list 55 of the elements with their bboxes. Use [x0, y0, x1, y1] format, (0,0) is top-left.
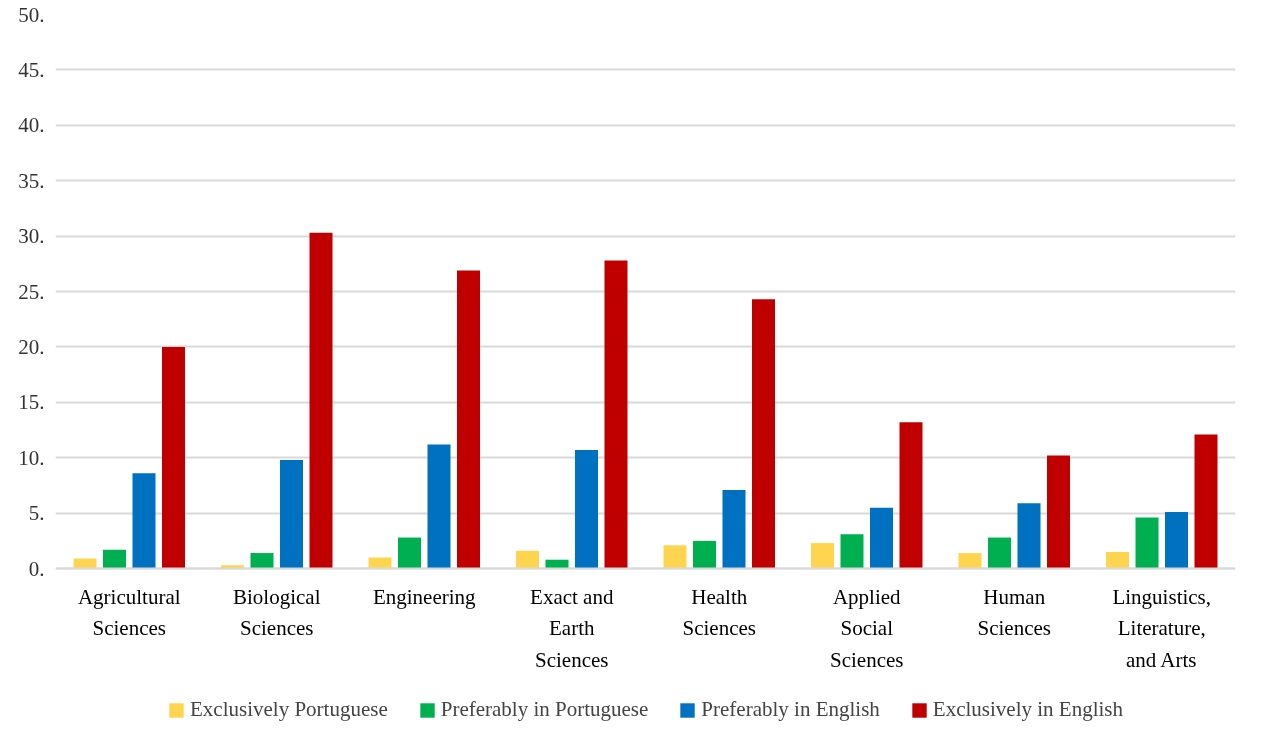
bar	[958, 553, 982, 569]
x-tick-label: Health Sciences	[682, 585, 756, 641]
bar	[722, 489, 746, 569]
x-tick-label: Engineering	[372, 585, 477, 610]
x-tick-label: Exact and Earth Sciences	[530, 585, 614, 672]
bar	[132, 473, 156, 569]
bar	[810, 543, 835, 569]
y-tick-label: 20.	[18, 334, 45, 359]
bar	[368, 557, 392, 569]
bar	[103, 549, 126, 569]
bar	[515, 550, 540, 569]
bar	[161, 346, 186, 569]
legend-label: Exclusively Portuguese	[190, 697, 388, 722]
bar	[840, 534, 864, 569]
bar	[899, 422, 923, 569]
y-tick-label: 5.	[28, 501, 45, 526]
bar	[397, 537, 422, 569]
y-tick-label: 40.	[18, 113, 45, 138]
bar	[604, 260, 628, 569]
legend-label: Preferably in Portuguese	[440, 697, 649, 722]
x-tick-label: Applied Social Sciences	[830, 585, 904, 672]
legend-label: Preferably in English	[701, 697, 880, 722]
y-tick-label: 45.	[18, 57, 45, 82]
bar	[1017, 503, 1041, 569]
bar	[1135, 517, 1159, 569]
bar	[869, 507, 894, 569]
bar	[545, 559, 569, 569]
x-tick-label: Linguistics, Literature, and Arts	[1112, 585, 1212, 672]
x-tick-label: Agricultural Sciences	[77, 585, 181, 641]
y-tick-label: 0.	[28, 556, 45, 581]
bar	[73, 558, 97, 569]
bar	[220, 565, 245, 569]
bar	[574, 450, 599, 569]
y-tick-label: 15.	[18, 390, 45, 415]
x-tick-label: Human Sciences	[977, 585, 1051, 641]
y-tick-label: 10.	[18, 445, 45, 470]
legend-label: Exclusively in English	[932, 697, 1123, 722]
bar	[663, 545, 687, 569]
bar	[1194, 434, 1218, 569]
y-tick-label: 30.	[18, 224, 45, 249]
bar	[1164, 512, 1189, 569]
bar	[427, 444, 451, 569]
y-tick-label: 25.	[18, 279, 45, 304]
y-tick-label: 35.	[18, 168, 45, 193]
bar	[279, 459, 304, 569]
bar	[692, 540, 717, 569]
bar	[250, 553, 274, 569]
y-tick-label: 50.	[18, 2, 45, 27]
bar	[1046, 455, 1071, 569]
x-tick-label: Biological Sciences	[233, 585, 321, 641]
bar	[751, 299, 776, 569]
bar	[309, 232, 333, 569]
bar	[987, 537, 1012, 569]
bar	[1105, 551, 1130, 569]
bar	[456, 270, 481, 569]
